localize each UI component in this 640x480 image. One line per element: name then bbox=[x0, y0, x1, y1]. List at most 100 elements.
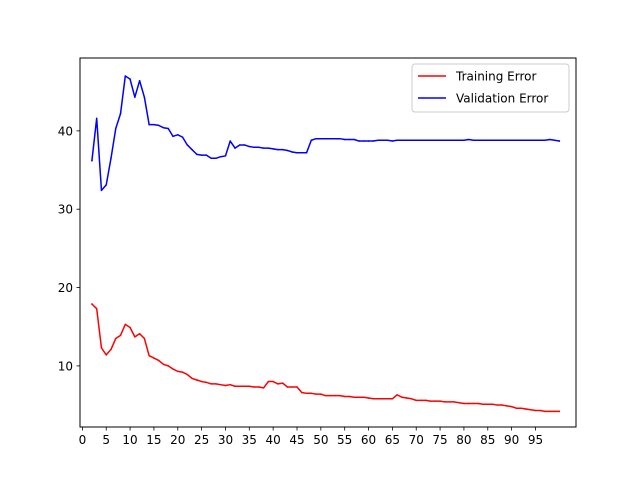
data-point bbox=[510, 405, 513, 408]
data-point bbox=[258, 386, 260, 388]
data-point bbox=[162, 363, 165, 366]
data-point bbox=[291, 386, 293, 388]
data-point bbox=[520, 139, 522, 142]
data-point bbox=[348, 395, 351, 398]
data-point bbox=[210, 383, 212, 385]
x-tick-label: 60 bbox=[361, 433, 376, 447]
data-point bbox=[329, 137, 332, 140]
data-point bbox=[248, 145, 251, 148]
data-point bbox=[458, 139, 460, 142]
legend-label-training-error: Training Error bbox=[455, 70, 536, 84]
data-point bbox=[544, 139, 546, 142]
data-point bbox=[558, 410, 561, 413]
x-tick-label: 45 bbox=[289, 433, 304, 447]
data-point bbox=[91, 303, 93, 305]
data-point bbox=[172, 368, 174, 370]
data-point bbox=[110, 348, 112, 351]
data-point bbox=[382, 398, 384, 400]
data-point bbox=[386, 139, 389, 142]
data-point bbox=[153, 357, 155, 359]
data-point bbox=[358, 396, 360, 398]
data-point bbox=[281, 382, 284, 384]
legend-label-validation-error: Validation Error bbox=[456, 92, 548, 106]
data-point bbox=[177, 370, 179, 373]
data-point bbox=[191, 148, 193, 151]
x-tick-label: 40 bbox=[266, 433, 281, 447]
data-point bbox=[224, 384, 227, 387]
data-point bbox=[315, 137, 317, 140]
data-point bbox=[515, 407, 518, 409]
data-point bbox=[549, 138, 551, 141]
data-point bbox=[544, 410, 546, 413]
data-point bbox=[215, 157, 217, 160]
x-tick-label: 25 bbox=[194, 433, 209, 447]
data-point bbox=[472, 402, 475, 405]
data-point bbox=[124, 75, 127, 77]
data-point bbox=[534, 409, 537, 412]
data-point bbox=[367, 140, 370, 142]
data-point bbox=[334, 137, 336, 140]
data-point bbox=[148, 123, 150, 126]
data-point bbox=[229, 383, 231, 386]
data-point bbox=[525, 139, 527, 142]
data-point bbox=[100, 347, 103, 349]
data-point bbox=[477, 139, 479, 142]
data-point bbox=[553, 410, 556, 413]
data-point bbox=[286, 149, 289, 152]
data-point bbox=[172, 135, 174, 138]
data-point bbox=[372, 140, 375, 142]
data-point bbox=[444, 401, 446, 403]
data-point bbox=[234, 147, 236, 149]
data-point bbox=[448, 139, 451, 142]
y-tick-label: 20 bbox=[58, 281, 73, 295]
data-point bbox=[367, 397, 370, 399]
data-point bbox=[143, 337, 146, 340]
data-point bbox=[100, 189, 103, 192]
x-tick-label: 85 bbox=[480, 433, 495, 447]
plot-area-frame bbox=[79, 57, 577, 428]
data-point bbox=[510, 139, 513, 142]
data-point bbox=[377, 398, 379, 400]
data-point bbox=[129, 78, 131, 80]
data-point bbox=[157, 359, 160, 362]
data-point bbox=[429, 139, 432, 142]
data-point bbox=[482, 139, 484, 142]
data-point bbox=[253, 386, 255, 388]
data-point bbox=[115, 127, 117, 130]
data-point bbox=[186, 373, 189, 376]
data-point bbox=[506, 139, 508, 142]
x-tick-label: 15 bbox=[146, 433, 161, 447]
data-point bbox=[253, 146, 255, 149]
data-point bbox=[377, 139, 379, 142]
data-point bbox=[496, 404, 499, 406]
data-point bbox=[401, 396, 403, 398]
data-point bbox=[415, 399, 417, 402]
data-point bbox=[429, 400, 432, 402]
data-point bbox=[425, 139, 427, 142]
data-point bbox=[539, 139, 541, 142]
data-point bbox=[506, 405, 508, 407]
data-point bbox=[529, 409, 532, 411]
data-point bbox=[272, 380, 274, 383]
data-point bbox=[138, 79, 141, 82]
data-point bbox=[239, 385, 241, 388]
data-point bbox=[391, 398, 394, 400]
data-point bbox=[239, 144, 241, 146]
data-point bbox=[415, 139, 417, 142]
data-point bbox=[334, 394, 336, 397]
x-tick-label: 0 bbox=[79, 433, 87, 447]
data-point bbox=[496, 139, 499, 142]
data-point bbox=[234, 385, 236, 388]
x-tick-label: 65 bbox=[385, 433, 400, 447]
data-point bbox=[119, 334, 122, 337]
data-point bbox=[439, 139, 441, 142]
data-point bbox=[405, 139, 408, 142]
data-point bbox=[296, 386, 298, 388]
y-tick-label: 30 bbox=[58, 203, 73, 217]
data-point bbox=[320, 137, 322, 140]
data-point bbox=[353, 396, 355, 398]
x-tick-label: 55 bbox=[337, 433, 352, 447]
data-point bbox=[343, 138, 346, 141]
data-point bbox=[119, 112, 122, 115]
